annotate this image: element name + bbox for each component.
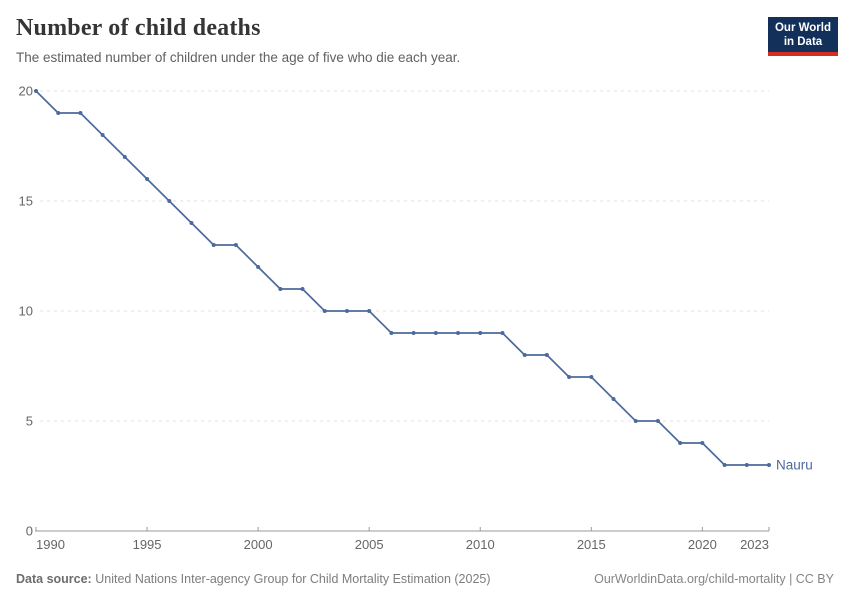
data-point[interactable] — [411, 331, 416, 335]
data-point[interactable] — [122, 155, 127, 159]
x-tick-label: 1995 — [133, 537, 162, 552]
x-tick-label: 2005 — [355, 537, 384, 552]
data-point[interactable] — [544, 353, 549, 357]
data-point[interactable] — [189, 221, 194, 225]
data-source-text: United Nations Inter-agency Group for Ch… — [95, 572, 491, 586]
data-point[interactable] — [389, 331, 394, 335]
y-tick-label: 15 — [19, 194, 33, 209]
y-tick-label: 0 — [26, 524, 33, 539]
y-tick-label: 10 — [19, 304, 33, 319]
y-tick-label: 5 — [26, 414, 33, 429]
page-title: Number of child deaths — [16, 15, 261, 41]
data-point[interactable] — [145, 177, 150, 181]
data-point[interactable] — [278, 287, 283, 291]
data-point[interactable] — [211, 243, 216, 247]
data-point[interactable] — [722, 463, 727, 467]
data-point[interactable] — [700, 441, 705, 445]
owid-logo-line1: Our World — [774, 22, 831, 34]
data-point[interactable] — [655, 419, 660, 423]
x-tick-label: 2015 — [577, 537, 606, 552]
x-axis-labels: 1990 1995 2000 2005 2010 2015 2020 2023 — [36, 537, 769, 552]
data-point[interactable] — [344, 309, 349, 313]
data-point[interactable] — [56, 111, 61, 115]
data-source-label: Data source: — [16, 572, 92, 586]
data-point[interactable] — [100, 133, 105, 137]
data-point[interactable] — [167, 199, 172, 203]
data-point[interactable] — [744, 463, 749, 467]
data-point[interactable] — [567, 375, 572, 379]
data-point[interactable] — [500, 331, 505, 335]
x-tick-label: 2023 — [740, 537, 769, 552]
data-point[interactable] — [456, 331, 461, 335]
entity-label[interactable]: Nauru — [776, 458, 813, 473]
data-point[interactable] — [78, 111, 83, 115]
data-point[interactable] — [611, 397, 616, 401]
data-source: Data source: United Nations Inter-agency… — [16, 572, 491, 586]
data-point[interactable] — [478, 331, 483, 335]
data-point[interactable] — [589, 375, 594, 379]
x-tick-label: 2010 — [466, 537, 495, 552]
y-axis-labels: 0 5 10 15 20 — [19, 84, 33, 539]
data-point[interactable] — [433, 331, 438, 335]
chart-footer: Data source: United Nations Inter-agency… — [16, 572, 834, 586]
x-axis — [35, 527, 770, 532]
owid-logo-line2: in Data — [783, 36, 823, 48]
data-point[interactable] — [34, 89, 38, 93]
x-tick-label: 1990 — [36, 537, 65, 552]
data-point[interactable] — [256, 265, 261, 269]
page-subtitle: The estimated number of children under t… — [16, 50, 461, 65]
data-point[interactable] — [522, 353, 527, 357]
data-series[interactable] — [34, 89, 771, 467]
data-point[interactable] — [633, 419, 638, 423]
data-point[interactable] — [322, 309, 327, 313]
data-point[interactable] — [367, 309, 372, 313]
y-tick-label: 20 — [19, 84, 33, 99]
data-point[interactable] — [300, 287, 305, 291]
chart-header: Number of child deaths The estimated num… — [16, 15, 750, 65]
owid-logo[interactable]: Our World in Data — [768, 17, 838, 56]
x-tick-label: 2000 — [244, 537, 273, 552]
data-point[interactable] — [233, 243, 238, 247]
data-point[interactable] — [767, 463, 771, 467]
data-point[interactable] — [678, 441, 683, 445]
x-tick-label: 2020 — [688, 537, 717, 552]
owid-link[interactable]: OurWorldinData.org/child-mortality | CC … — [594, 572, 834, 586]
y-gridlines — [40, 90, 769, 422]
data-line[interactable] — [35, 90, 769, 466]
